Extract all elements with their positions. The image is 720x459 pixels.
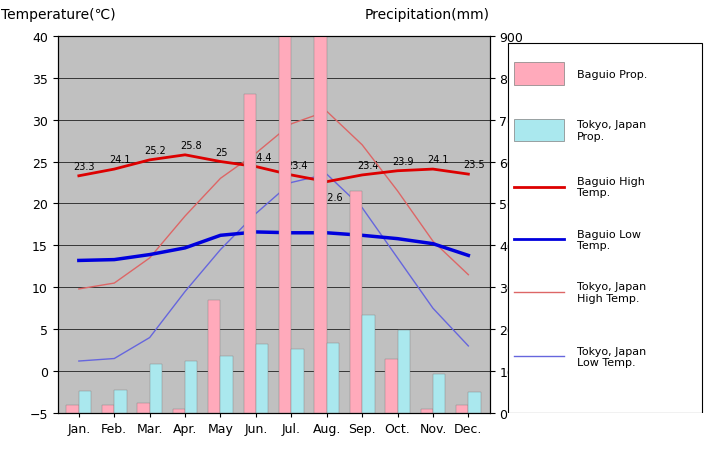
Bar bbox=[420, 409, 433, 413]
Bar bbox=[114, 390, 127, 413]
Bar bbox=[208, 300, 220, 413]
Bar bbox=[185, 361, 197, 413]
Bar bbox=[397, 331, 410, 413]
Bar bbox=[256, 344, 269, 413]
Bar bbox=[350, 191, 362, 413]
FancyBboxPatch shape bbox=[508, 44, 701, 413]
Bar bbox=[279, 33, 292, 413]
Text: Temperature(℃): Temperature(℃) bbox=[1, 8, 116, 22]
Text: 25.2: 25.2 bbox=[144, 146, 166, 156]
Bar bbox=[327, 343, 339, 413]
Bar bbox=[433, 375, 446, 413]
Text: 24.4: 24.4 bbox=[251, 152, 272, 162]
Bar bbox=[362, 315, 374, 413]
Bar bbox=[220, 356, 233, 413]
Text: 25.8: 25.8 bbox=[180, 141, 202, 151]
Text: Tokyo, Japan
High Temp.: Tokyo, Japan High Temp. bbox=[577, 282, 646, 303]
Text: Baguio High
Temp.: Baguio High Temp. bbox=[577, 177, 644, 198]
Bar bbox=[514, 63, 564, 86]
Text: 23.3: 23.3 bbox=[73, 162, 95, 172]
Text: 23.4: 23.4 bbox=[286, 161, 307, 171]
Bar bbox=[102, 405, 114, 413]
Text: 24.1: 24.1 bbox=[428, 155, 449, 165]
Text: Precipitation(mm): Precipitation(mm) bbox=[364, 8, 490, 22]
Bar bbox=[243, 95, 256, 413]
Text: 25: 25 bbox=[215, 147, 228, 157]
Bar bbox=[173, 409, 185, 413]
Bar bbox=[385, 359, 397, 413]
Text: 23.4: 23.4 bbox=[357, 161, 378, 171]
Bar bbox=[315, 33, 327, 413]
Bar bbox=[66, 405, 79, 413]
Bar bbox=[514, 119, 564, 142]
Text: Tokyo, Japan
Low Temp.: Tokyo, Japan Low Temp. bbox=[577, 346, 646, 367]
Text: 23.5: 23.5 bbox=[463, 160, 485, 170]
Text: 23.9: 23.9 bbox=[392, 157, 414, 167]
Bar bbox=[468, 392, 481, 413]
Text: 24.1: 24.1 bbox=[109, 155, 130, 165]
Text: Baguio Prop.: Baguio Prop. bbox=[577, 69, 647, 79]
Text: 22.6: 22.6 bbox=[321, 193, 343, 203]
Bar bbox=[150, 364, 162, 413]
Text: Baguio Low
Temp.: Baguio Low Temp. bbox=[577, 229, 641, 251]
Bar bbox=[456, 405, 468, 413]
Bar bbox=[79, 392, 91, 413]
Bar bbox=[138, 403, 150, 413]
Bar bbox=[292, 349, 304, 413]
Text: Tokyo, Japan
Prop.: Tokyo, Japan Prop. bbox=[577, 120, 646, 141]
